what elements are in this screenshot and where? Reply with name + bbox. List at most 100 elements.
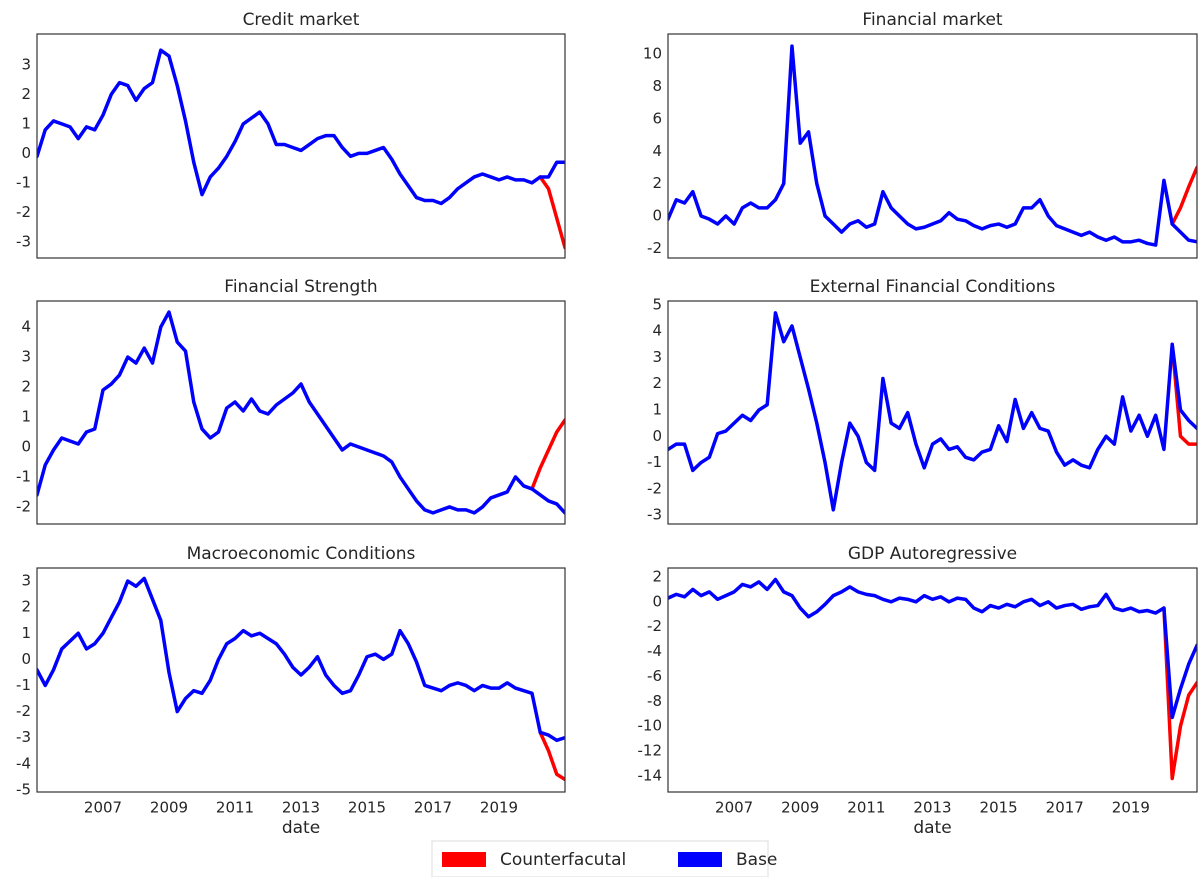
series-line xyxy=(37,576,565,743)
y-tick-label: 5 xyxy=(652,295,662,313)
y-tick-label: -2 xyxy=(16,702,31,720)
subplot-title: External Financial Conditions xyxy=(810,277,1056,297)
series-line xyxy=(37,48,565,206)
y-tick-label: 3 xyxy=(21,572,31,590)
subplot: Credit market -3 -2 -1 0 1 2 3 xyxy=(16,10,566,259)
x-tick-label: 2007 xyxy=(84,799,122,817)
subplot-title: Financial Strength xyxy=(224,277,377,297)
plot-frame xyxy=(36,300,566,525)
series-line xyxy=(668,577,1197,720)
series-line xyxy=(668,44,1197,247)
subplot-title: GDP Autoregressive xyxy=(848,544,1017,564)
subplot: External Financial Conditions -3 -2 -1 0 1 2 3 4… xyxy=(647,277,1198,525)
y-tick-label: 10 xyxy=(643,45,662,63)
x-tick-label: 2009 xyxy=(150,799,188,817)
x-tick-label: 2007 xyxy=(715,799,753,817)
y-tick-label: 2 xyxy=(21,378,31,396)
x-tick-label: 2015 xyxy=(348,799,386,817)
y-tick-label: -2 xyxy=(16,203,31,221)
y-tick-label: -3 xyxy=(16,232,31,250)
series-line xyxy=(538,730,565,782)
y-tick-label: 1 xyxy=(21,407,31,425)
series-line xyxy=(1162,606,1197,781)
y-tick-label: 0 xyxy=(652,592,662,610)
x-tick-label: 2011 xyxy=(847,799,885,817)
series-line xyxy=(530,418,565,491)
y-tick-label: -1 xyxy=(647,453,662,471)
y-tick-label: 2 xyxy=(652,374,662,392)
subplot: Financial market -2 0 2 4 6 8 10 xyxy=(643,10,1198,259)
series-line xyxy=(37,310,565,515)
y-tick-label: -1 xyxy=(16,173,31,191)
y-tick-label: -6 xyxy=(647,667,662,685)
y-tick-label: 2 xyxy=(652,567,662,585)
x-tick-label: 2013 xyxy=(913,799,951,817)
y-tick-label: -12 xyxy=(638,742,663,760)
y-tick-label: -5 xyxy=(16,780,31,798)
y-tick-label: 2 xyxy=(21,85,31,103)
legend: Counterfacutal Base xyxy=(431,840,777,878)
subplot-title: Financial market xyxy=(862,10,1003,30)
y-tick-label: -3 xyxy=(647,506,662,524)
x-axis-label: date xyxy=(282,818,320,838)
y-tick-label: 0 xyxy=(21,144,31,162)
series-line xyxy=(1170,165,1197,226)
y-tick-label: -1 xyxy=(16,467,31,485)
y-tick-label: 4 xyxy=(21,318,31,336)
y-tick-label: -10 xyxy=(638,717,663,735)
x-tick-label: 2011 xyxy=(216,799,254,817)
series-line xyxy=(538,175,565,250)
y-tick-label: 3 xyxy=(21,348,31,366)
x-tick-label: 2019 xyxy=(480,799,518,817)
y-tick-label: 1 xyxy=(21,624,31,642)
y-tick-label: 6 xyxy=(652,109,662,127)
legend-swatch xyxy=(678,852,722,867)
y-tick-label: 0 xyxy=(652,206,662,224)
plot-frame xyxy=(667,33,1198,259)
y-tick-label: -4 xyxy=(16,754,31,772)
y-tick-label: 0 xyxy=(21,437,31,455)
subplot: Financial Strength -2 -1 0 1 2 3 4 xyxy=(16,277,566,525)
y-tick-label: -3 xyxy=(16,728,31,746)
x-tick-label: 2019 xyxy=(1112,799,1150,817)
y-tick-label: 0 xyxy=(652,427,662,445)
y-tick-label: 8 xyxy=(652,77,662,95)
y-tick-label: 2 xyxy=(21,598,31,616)
y-tick-label: -1 xyxy=(16,676,31,694)
x-tick-label: 2015 xyxy=(980,799,1018,817)
x-tick-label: 2009 xyxy=(781,799,819,817)
y-tick-label: 1 xyxy=(21,114,31,132)
plot-frame xyxy=(667,300,1198,525)
y-tick-label: -2 xyxy=(647,479,662,497)
subplot: Macroeconomic Conditions -5 -4 -3 -2 -1 0 1 2 3 20… xyxy=(16,544,566,838)
y-tick-label: 4 xyxy=(652,142,662,160)
y-tick-label: 3 xyxy=(652,348,662,366)
series-line xyxy=(668,311,1197,512)
plot-frame xyxy=(36,33,566,259)
subplot-title: Credit market xyxy=(243,10,360,30)
y-tick-label: -2 xyxy=(647,239,662,257)
y-tick-label: -2 xyxy=(647,617,662,635)
y-tick-label: 4 xyxy=(652,322,662,340)
y-tick-label: 0 xyxy=(21,650,31,668)
y-tick-label: -14 xyxy=(638,766,663,784)
y-tick-label: -8 xyxy=(647,692,662,710)
x-tick-label: 2017 xyxy=(414,799,452,817)
x-tick-label: 2013 xyxy=(282,799,320,817)
legend-label: Base xyxy=(736,850,777,870)
plot-frame xyxy=(667,567,1198,793)
series-line xyxy=(1170,342,1197,446)
y-tick-label: 1 xyxy=(652,401,662,419)
y-tick-label: 3 xyxy=(21,55,31,73)
y-tick-label: -2 xyxy=(16,497,31,515)
x-axis-label: date xyxy=(913,818,951,838)
subplot-title: Macroeconomic Conditions xyxy=(187,544,416,564)
x-tick-label: 2017 xyxy=(1046,799,1084,817)
plot-frame xyxy=(36,567,566,793)
y-tick-label: -4 xyxy=(647,642,662,660)
subplot: GDP Autoregressive -14 -12 -10 -8 -6 -4 -2 0 2 200… xyxy=(638,544,1198,838)
legend-swatch xyxy=(442,852,486,867)
legend-label: Counterfacutal xyxy=(500,850,626,870)
y-tick-label: 2 xyxy=(652,174,662,192)
